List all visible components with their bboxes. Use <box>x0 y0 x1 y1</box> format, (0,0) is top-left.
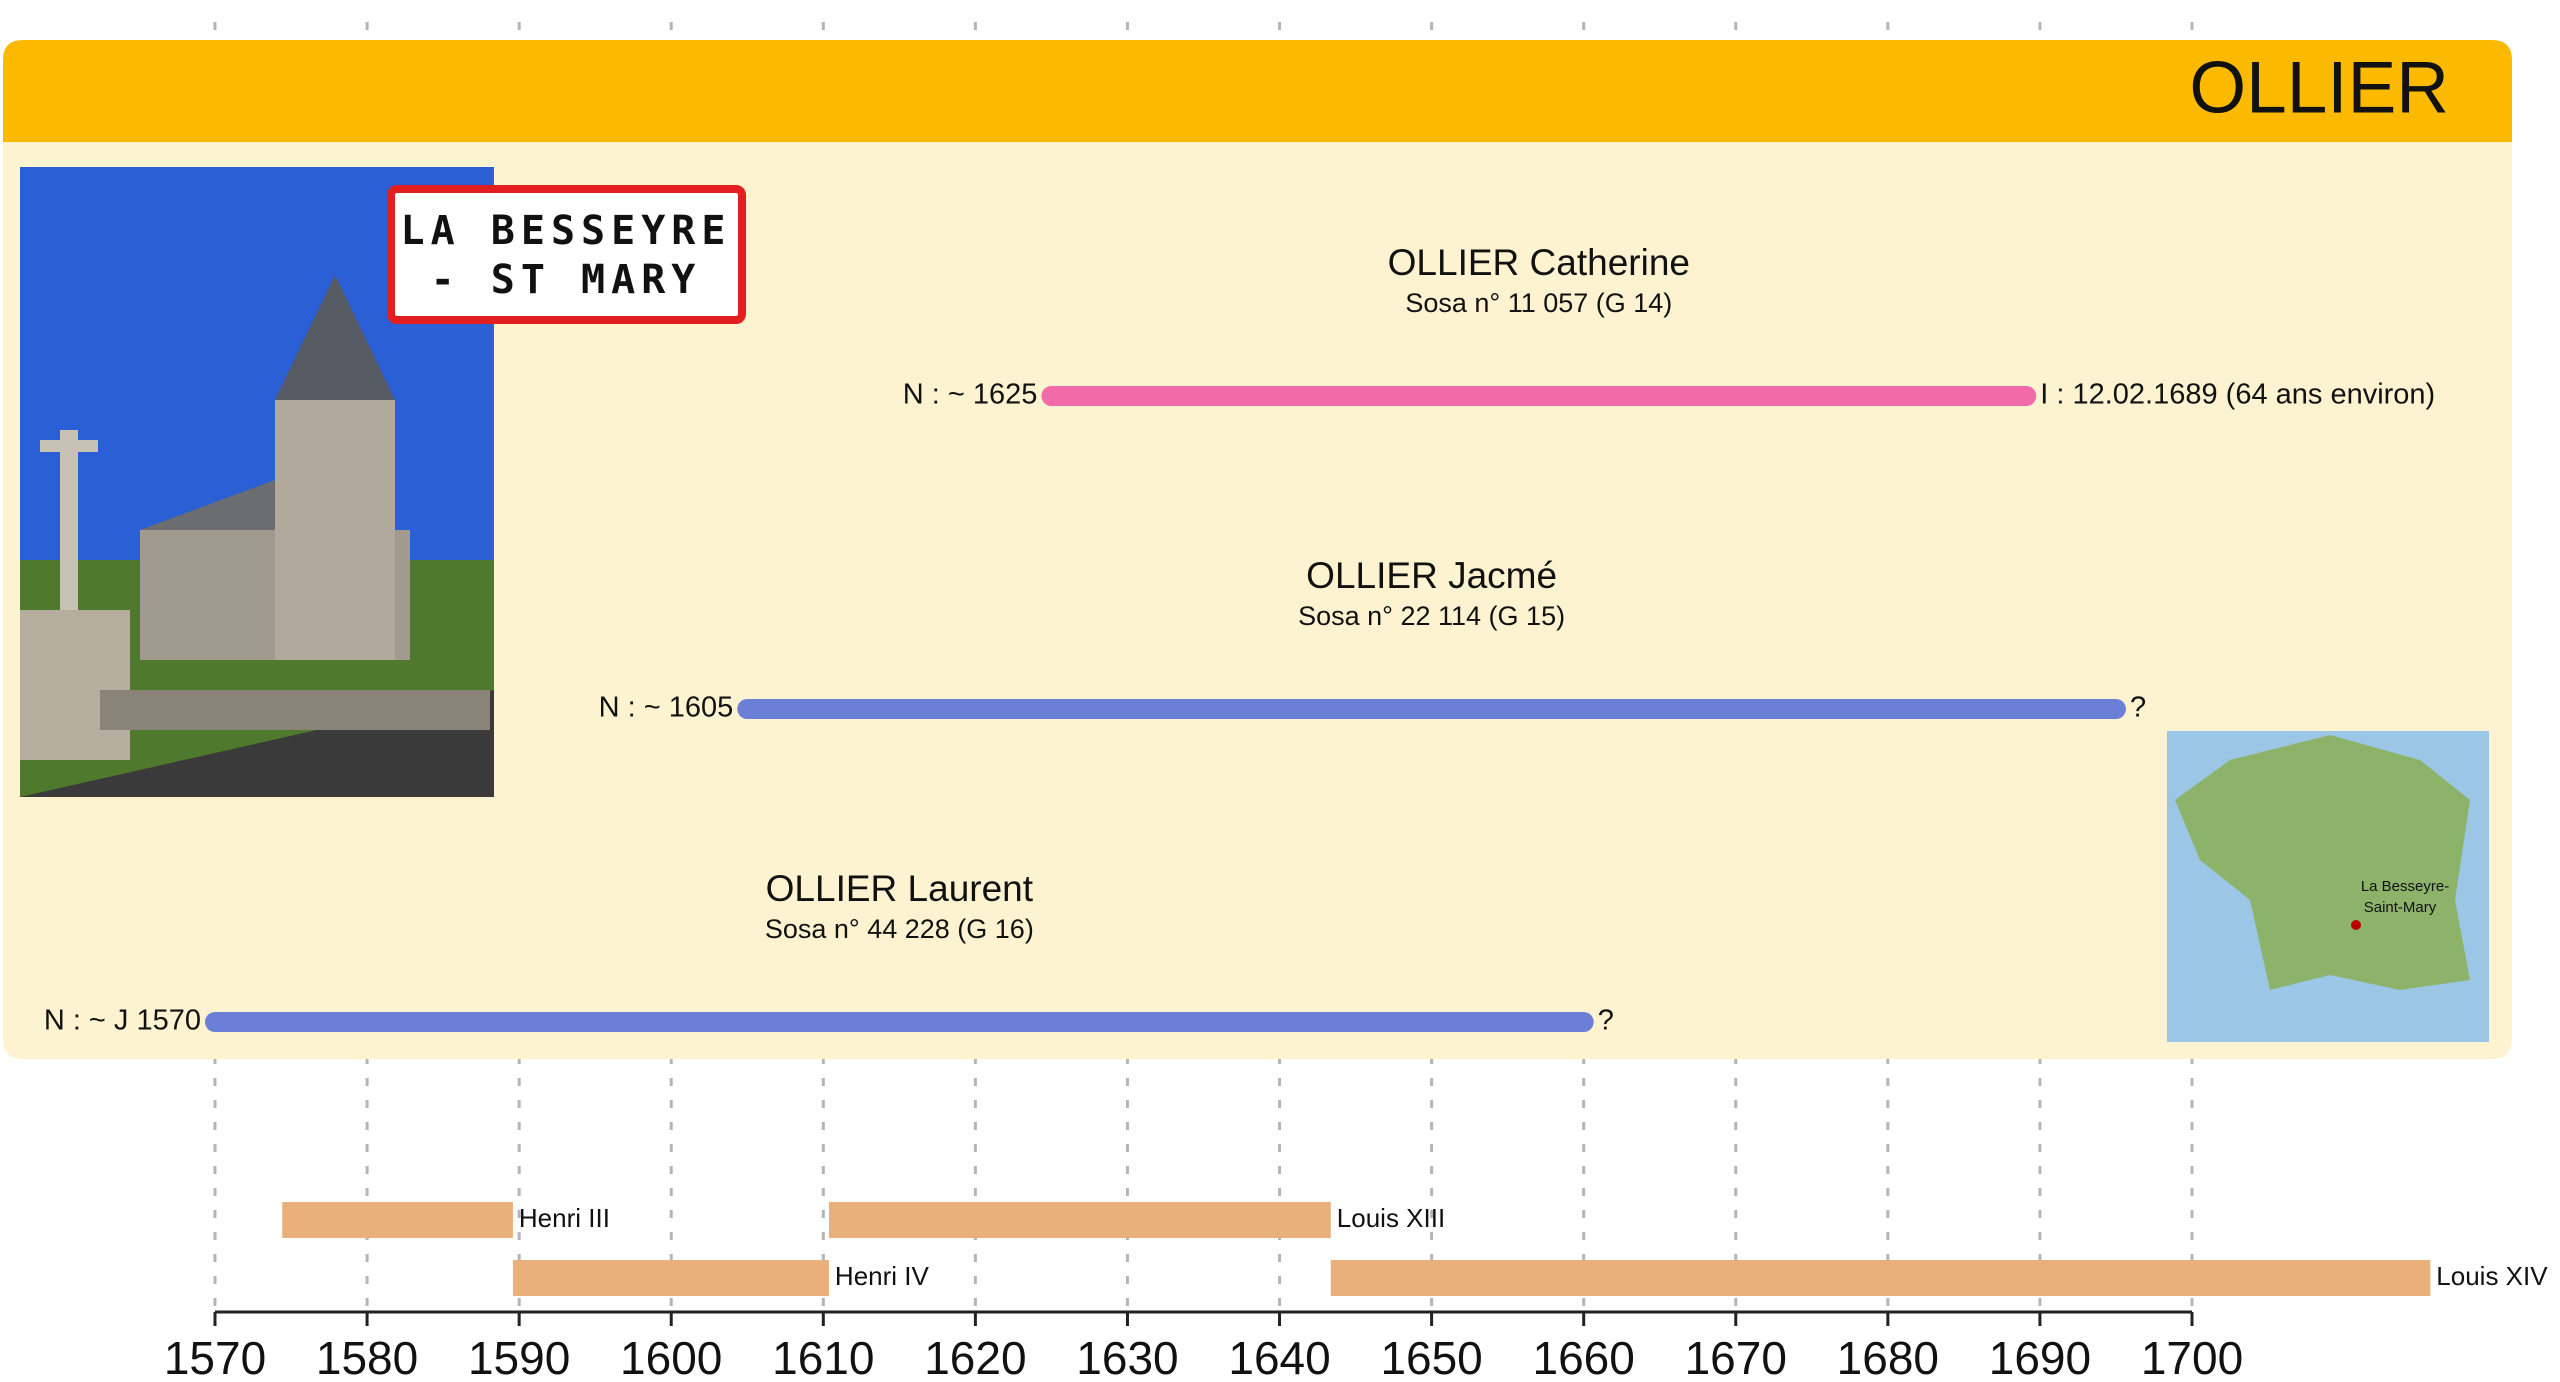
birth-label: N : ~ 1605 <box>599 692 734 724</box>
birth-label: N : ~ 1625 <box>903 379 1038 411</box>
death-label: I : 12.02.1689 (64 ans environ) <box>2040 379 2435 411</box>
x-tick-label: 1660 <box>1533 1332 1635 1382</box>
x-tick-label: 1620 <box>924 1332 1026 1382</box>
reign-label: Louis XIII <box>1337 1203 1445 1233</box>
person-name: OLLIER Catherine <box>1388 242 1690 283</box>
sign-line: LA BESSEYRE <box>401 208 732 254</box>
death-label: ? <box>2130 692 2146 724</box>
header-bar <box>3 40 2512 142</box>
reign-label: Henri IV <box>835 1261 930 1291</box>
sign-line: - ST MARY <box>431 257 702 303</box>
x-tick-label: 1590 <box>468 1332 570 1382</box>
death-label: ? <box>1598 1005 1614 1037</box>
x-tick-label: 1650 <box>1380 1332 1482 1382</box>
x-tick-label: 1630 <box>1076 1332 1178 1382</box>
map-label: La Besseyre- <box>2361 878 2449 895</box>
person-name: OLLIER Jacmé <box>1306 555 1557 596</box>
x-tick-label: 1690 <box>1989 1332 2091 1382</box>
x-tick-label: 1640 <box>1228 1332 1330 1382</box>
family-title: OLLIER <box>2189 47 2449 128</box>
x-tick-label: 1700 <box>2141 1332 2243 1382</box>
reign-label: Henri III <box>519 1203 610 1233</box>
person-sosa: Sosa n° 44 228 (G 16) <box>765 914 1034 944</box>
photo <box>20 167 746 797</box>
birth-label: N : ~ J 1570 <box>44 1005 201 1037</box>
person-sosa: Sosa n° 22 114 (G 15) <box>1298 601 1565 631</box>
reign-bar <box>282 1202 513 1238</box>
reign-bar <box>828 1202 1331 1238</box>
x-tick-label: 1580 <box>316 1332 418 1382</box>
x-tick-label: 1610 <box>772 1332 874 1382</box>
person-sosa: Sosa n° 11 057 (G 14) <box>1405 288 1672 318</box>
map <box>2167 731 2489 1042</box>
map-label: Saint-Mary <box>2364 899 2437 916</box>
reign-label: Louis XIV <box>2436 1261 2548 1291</box>
x-tick-label: 1670 <box>1685 1332 1787 1382</box>
person-name: OLLIER Laurent <box>766 868 1034 909</box>
x-tick-label: 1680 <box>1837 1332 1939 1382</box>
x-tick-label: 1600 <box>620 1332 722 1382</box>
panel <box>3 142 2512 1059</box>
reign-bar <box>512 1260 829 1296</box>
reign-bar <box>1330 1260 2431 1296</box>
x-tick-label: 1570 <box>164 1332 266 1382</box>
